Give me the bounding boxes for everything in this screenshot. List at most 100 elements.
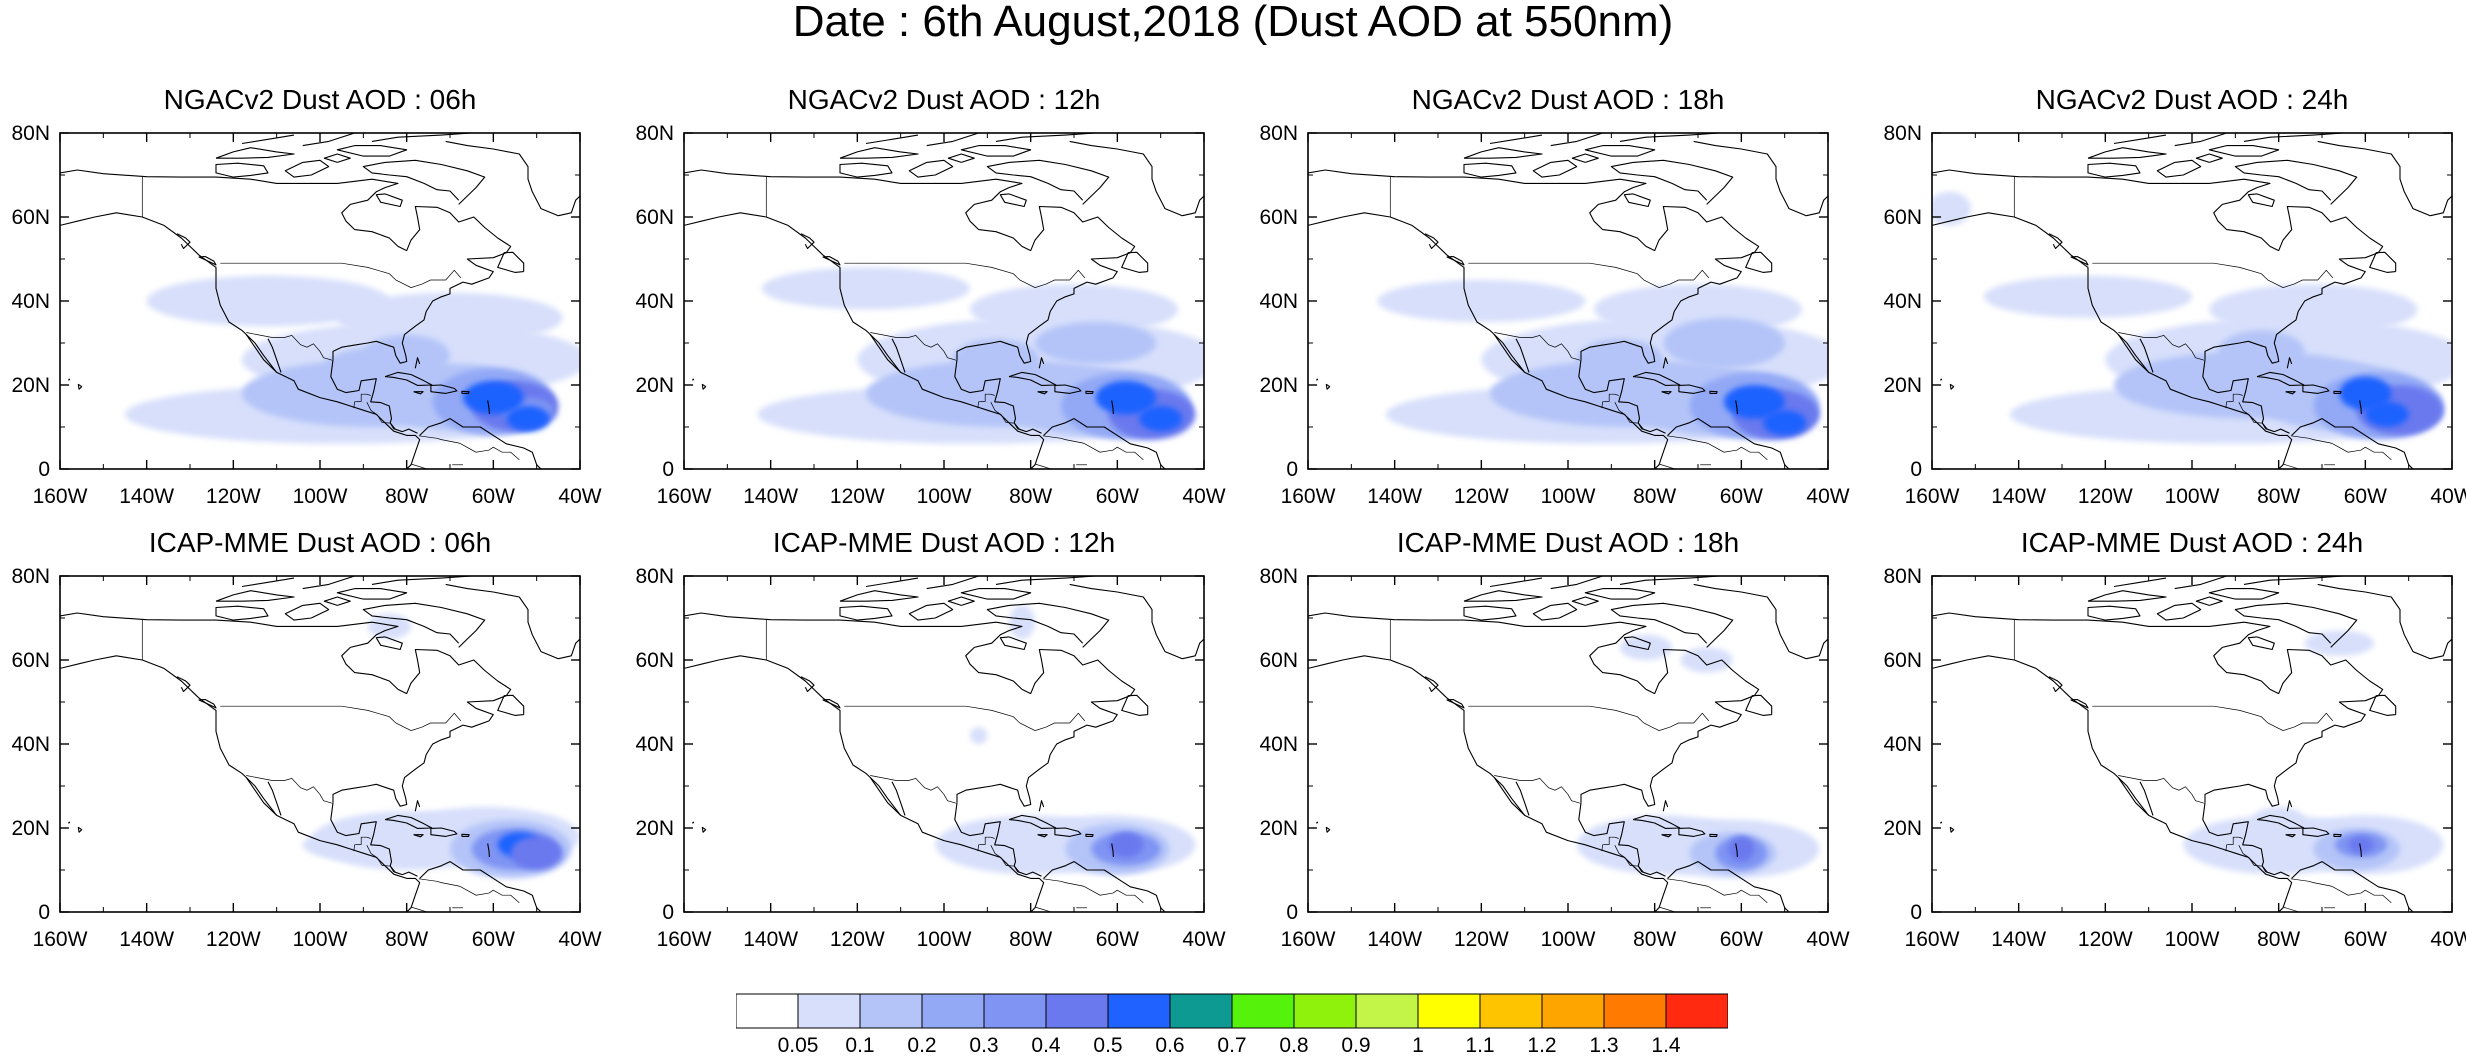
latitude-tick-label: 0 xyxy=(1910,458,1922,481)
longitude-tick-label: 60W xyxy=(1096,485,1139,508)
dust-aod-region xyxy=(2339,376,2392,411)
colorbar-legend: 0.05 0.1 0.2 0.3 0.4 0.5 0.6 0.7 0.8 0.9 1 1.1 1.2 1.… xyxy=(736,993,1728,1054)
coastlines xyxy=(684,133,1204,469)
dust-aod-region xyxy=(363,334,450,377)
map-canvas: 80N 60N 40N 20N 0 160W 140W 120W 100W 80W 60W 40W xyxy=(1883,565,2466,951)
colorbar-swatch xyxy=(1293,993,1357,1029)
coastlines xyxy=(684,576,1204,912)
panel-title: NGACv2 Dust AOD : 24h xyxy=(2035,84,2349,115)
latitude-tick-label: 40N xyxy=(635,733,674,756)
panel-title: NGACv2 Dust AOD : 18h xyxy=(1411,84,1725,115)
latitude-tick-label: 20N xyxy=(11,374,50,397)
latitude-tick-label: 80N xyxy=(1259,565,1298,588)
longitude-tick-label: 120W xyxy=(2078,485,2133,508)
colorbar-label: 1.4 xyxy=(1651,1034,1681,1054)
colorbar-swatch xyxy=(1355,993,1419,1029)
panel-title: ICAP-MME Dust AOD : 24h xyxy=(2020,527,2364,558)
political-borders xyxy=(765,619,1144,912)
map-panel-icap-mme-06h: 80N 60N 40N 20N 0 160W 140W 120W 100W 80W 60W 40W I… xyxy=(0,528,601,952)
longitude-tick-label: 60W xyxy=(2344,485,2387,508)
longitude-tick-label: 100W xyxy=(917,485,972,508)
longitude-tick-label: 80W xyxy=(385,485,428,508)
longitude-tick-label: 40W xyxy=(1182,485,1225,508)
latitude-tick-label: 60N xyxy=(1259,649,1298,672)
colorbar-swatch xyxy=(1603,993,1667,1029)
colorbar-label: 1 xyxy=(1412,1034,1424,1054)
map-canvas: 80N 60N 40N 20N 0 160W 140W 120W 100W 80W 60W 40W xyxy=(11,565,601,951)
map-panel-ngacv2-12h: 80N 60N 40N 20N 0 160W 140W 120W 100W 80W 60W 40W N… xyxy=(624,85,1225,509)
colorbar-swatch xyxy=(1231,993,1295,1029)
longitude-tick-label: 60W xyxy=(2344,928,2387,951)
dust-aod-region xyxy=(970,727,988,744)
latitude-tick-label: 40N xyxy=(1883,290,1922,313)
panel-title: ICAP-MME Dust AOD : 06h xyxy=(148,527,492,558)
latitude-tick-label: 0 xyxy=(1286,458,1298,481)
longitude-tick-label: 60W xyxy=(1720,485,1763,508)
latitude-tick-label: 60N xyxy=(1259,206,1298,229)
longitude-tick-label: 40W xyxy=(1182,928,1225,951)
dust-aod-region xyxy=(1035,322,1157,364)
panel-title: ICAP-MME Dust AOD : 18h xyxy=(1396,527,1740,558)
longitude-tick-label: 160W xyxy=(1905,485,1960,508)
colorbar-swatch xyxy=(1417,993,1481,1029)
longitude-tick-label: 100W xyxy=(917,928,972,951)
latitude-tick-label: 80N xyxy=(635,122,674,145)
longitude-tick-label: 160W xyxy=(1905,928,1960,951)
longitude-tick-label: 120W xyxy=(206,928,261,951)
latitude-tick-label: 0 xyxy=(1910,901,1922,924)
coastlines xyxy=(60,133,580,469)
longitude-tick-label: 160W xyxy=(657,928,712,951)
latitude-tick-label: 80N xyxy=(1883,565,1922,588)
dust-aod-region xyxy=(2252,807,2305,833)
dust-aod-region xyxy=(1724,385,1785,419)
coastlines xyxy=(1308,133,1828,469)
map-canvas: 80N 60N 40N 20N 0 160W 140W 120W 100W 80W 60W 40W xyxy=(11,122,601,508)
colorbar-swatch xyxy=(736,993,799,1029)
panel-title: NGACv2 Dust AOD : 12h xyxy=(787,84,1101,115)
latitude-tick-label: 60N xyxy=(635,206,674,229)
map-panel-icap-mme-24h: 80N 60N 40N 20N 0 160W 140W 120W 100W 80W 60W 40W I… xyxy=(1872,528,2466,952)
latitude-tick-label: 20N xyxy=(635,817,674,840)
longitude-tick-label: 80W xyxy=(2257,928,2300,951)
dust-aod-region xyxy=(2348,836,2374,854)
longitude-tick-label: 120W xyxy=(1454,485,1509,508)
dust-aod-region xyxy=(1095,380,1157,415)
longitude-tick-label: 80W xyxy=(385,928,428,951)
latitude-tick-label: 20N xyxy=(1259,817,1298,840)
dust-aod-region xyxy=(367,613,412,639)
longitude-tick-label: 40W xyxy=(1806,485,1849,508)
map-panel-ngacv2-18h: 80N 60N 40N 20N 0 160W 140W 120W 100W 80W 60W 40W N… xyxy=(1248,85,1849,509)
political-borders xyxy=(141,176,520,469)
latitude-tick-label: 40N xyxy=(11,733,50,756)
latitude-tick-label: 20N xyxy=(11,817,50,840)
political-borders xyxy=(1389,176,1768,469)
dust-aod-region xyxy=(762,267,970,310)
longitude-tick-label: 80W xyxy=(1009,485,1052,508)
dust-aod-region xyxy=(1663,317,1785,369)
figure-title: Date : 6th August,2018 (Dust AOD at 550n… xyxy=(792,0,1674,46)
longitude-tick-label: 80W xyxy=(1633,928,1676,951)
colorbar-swatch xyxy=(859,993,923,1029)
colorbar-swatch xyxy=(1107,993,1171,1029)
latitude-tick-label: 40N xyxy=(1259,733,1298,756)
longitude-tick-label: 60W xyxy=(472,928,515,951)
colorbar-swatch xyxy=(1665,993,1728,1029)
longitude-tick-label: 120W xyxy=(1454,928,1509,951)
coastlines xyxy=(1932,133,2452,469)
latitude-tick-label: 40N xyxy=(635,290,674,313)
latitude-tick-label: 20N xyxy=(1883,817,1922,840)
longitude-tick-label: 40W xyxy=(558,928,601,951)
colorbar-swatch xyxy=(983,993,1047,1029)
longitude-tick-label: 100W xyxy=(293,485,348,508)
coastlines xyxy=(1308,576,1828,912)
latitude-tick-label: 0 xyxy=(38,901,50,924)
latitude-tick-label: 20N xyxy=(1259,374,1298,397)
colorbar-label: 0.6 xyxy=(1155,1034,1184,1054)
dust-aod-region xyxy=(510,836,563,870)
political-borders xyxy=(2013,176,2392,469)
dust-aod-region xyxy=(1932,191,1971,226)
longitude-tick-label: 60W xyxy=(1096,928,1139,951)
coastlines xyxy=(60,576,580,912)
dust-aod-region xyxy=(2304,630,2374,656)
longitude-tick-label: 100W xyxy=(2165,485,2220,508)
